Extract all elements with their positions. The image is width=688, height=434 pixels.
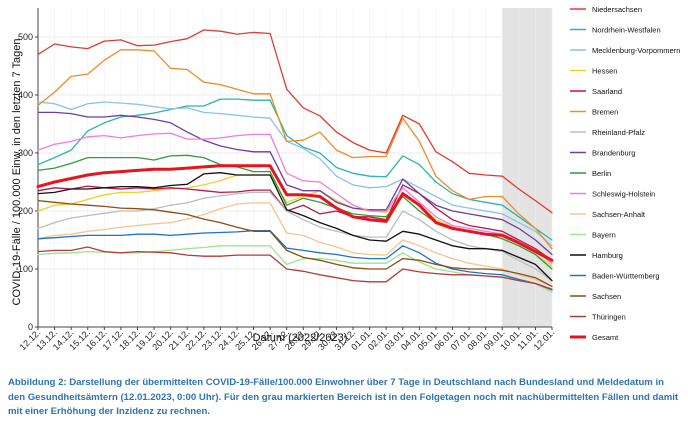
legend-label: Nordrhein-Westfalen [592,26,661,35]
series-line-niedersachsen [37,29,553,214]
series-line-sachsen [37,199,553,288]
legend-label: Hessen [592,67,617,76]
legend-label: Sachsen-Anhalt [592,210,646,219]
legend-label: Berlin [592,169,611,178]
series-line-gesamt [36,164,554,262]
y-tick-label: 100 [18,264,33,274]
legend-label: Gesamt [592,333,619,342]
y-tick-label: 500 [18,32,33,42]
series-line-schleswig-holstein [37,132,553,264]
shaded-region [502,8,552,327]
legend-label: Sachsen [592,292,621,301]
y-axis-label: COVID-19-Fälle / 100.000 Einw. in den le… [11,38,23,305]
series-line-nordrhein-westfalen [37,98,553,241]
series-line-mecklenburg-vorpommern [37,101,553,247]
x-axis-label: Datum (2022/2023) [253,332,348,344]
series-line-th-ringen [37,246,553,290]
series-line-brandenburg [37,111,553,256]
y-tick-label: 0 [28,322,33,332]
y-tick-label: 200 [18,206,33,216]
legend-label: Mecklenburg-Vorpommern [592,46,680,55]
legend-label: Brandenburg [592,149,635,158]
legend-label: Rheinland-Pfalz [592,128,645,137]
legend-label: Saarland [592,87,622,96]
legend-label: Schleswig-Holstein [592,190,655,199]
y-tick-label: 400 [18,90,33,100]
legend-label: Thüringen [592,313,626,322]
series-line-saarland [37,184,553,261]
legend-label: Niedersachsen [592,5,642,14]
legend-label: Bayern [592,231,616,240]
series-line-baden-w-rttemberg [37,230,553,291]
y-tick-label: 300 [18,148,33,158]
series-line-hamburg [37,172,553,282]
series-line-rheinland-pfalz [37,191,553,282]
legend-label: Hamburg [592,251,623,260]
legend-label: Bremen [592,108,618,117]
line-chart: 010020030040050012.12.13.12.14.12.15.12.… [11,5,680,352]
series-line-sachsen-anhalt [37,202,553,288]
series-line-bremen [37,49,553,250]
figure-caption: Abbildung 2: Darstellung der übermittelt… [8,377,679,417]
legend-label: Baden-Württemberg [592,272,660,281]
